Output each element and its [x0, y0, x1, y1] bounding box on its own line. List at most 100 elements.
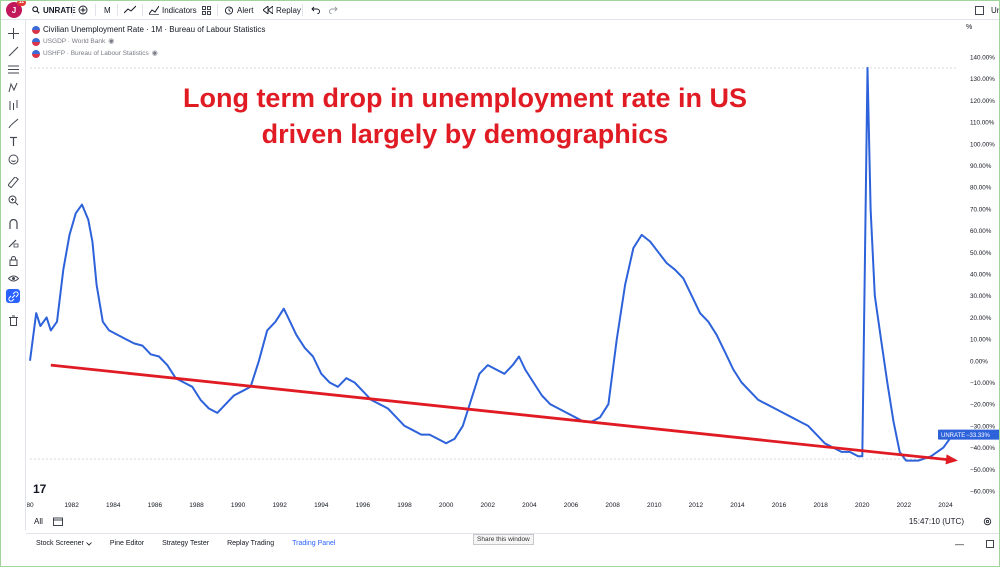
layout-button[interactable] [975, 0, 984, 20]
annotation-line-1: Long term drop in unemployment rate in U… [182, 83, 748, 113]
minimize-icon[interactable]: — [955, 538, 964, 549]
brush-icon [8, 118, 18, 128]
magnet-tool[interactable] [6, 217, 20, 231]
replay-label: Replay [276, 5, 301, 15]
tab-stock-screener[interactable]: Stock Screener [36, 540, 84, 547]
interval-button[interactable]: M [104, 0, 111, 20]
redo-icon [329, 6, 338, 14]
y-tick-label: −40.00% [970, 445, 995, 452]
prediction-tool[interactable] [6, 98, 20, 112]
y-tick-label: 130.00% [970, 76, 995, 83]
trend-arrow-head [945, 454, 958, 465]
y-tick-label: 110.00% [970, 120, 995, 127]
price-label-symbol: UNRATE [941, 433, 965, 439]
x-tick-label: 2000 [439, 502, 454, 509]
y-tick-label: 0.00% [970, 358, 988, 365]
hide-tool[interactable] [6, 271, 20, 285]
pattern-icon [8, 82, 17, 92]
range-all-button[interactable]: All [34, 516, 43, 526]
stay-drawing-tool[interactable] [6, 235, 20, 249]
notification-badge: 11 [16, 0, 26, 6]
emoji-tool[interactable] [6, 152, 20, 166]
x-tick-label: 2024 [938, 502, 953, 509]
zoom-tool[interactable] [6, 193, 20, 207]
remove-tool[interactable] [6, 313, 20, 327]
lock-tool[interactable] [6, 253, 20, 267]
trash-icon [8, 315, 18, 326]
maximize-icon[interactable] [986, 539, 994, 548]
text-icon [9, 136, 17, 146]
x-tick-label: 2002 [481, 502, 496, 509]
alert-button[interactable]: Alert [224, 0, 253, 20]
indicators-label: Indicators [162, 5, 197, 15]
replay-button[interactable]: Replay [263, 0, 301, 20]
fib-tool[interactable] [6, 62, 20, 76]
legend-row-main[interactable]: Civilian Unemployment Rate · 1M · Bureau… [32, 24, 265, 36]
x-tick-label: 80 [27, 502, 34, 509]
y-tick-label: 10.00% [970, 337, 992, 344]
x-tick-label: 1984 [106, 502, 121, 509]
crosshair-tool[interactable] [6, 26, 20, 40]
price-chart[interactable]: 140.00% 130.00% 120.00% 110.00% 100.00% 90.00… [27, 20, 1000, 513]
divider [95, 4, 96, 16]
text-tool[interactable] [6, 134, 20, 148]
undo-button[interactable] [311, 0, 320, 20]
y-tick-label: −50.00% [970, 467, 995, 474]
us-flag-icon [32, 50, 40, 58]
pencil-lock-icon [8, 239, 18, 247]
series-legend: Civilian Unemployment Rate · 1M · Bureau… [32, 24, 265, 60]
chart-type-button[interactable] [124, 0, 136, 20]
y-tick-label: 60.00% [970, 228, 992, 235]
x-tick-label: 1988 [189, 502, 204, 509]
horizontal-lines-icon [7, 65, 19, 73]
trend-line-tool[interactable] [6, 44, 20, 58]
zoom-in-icon [8, 195, 18, 205]
range-bar: All 15:47:10 (UTC) [27, 513, 1000, 529]
y-tick-label: −20.00% [970, 402, 995, 409]
settings-icon[interactable] [983, 517, 992, 526]
ruler-icon [7, 176, 19, 188]
layout-name[interactable]: Ur [991, 5, 1000, 15]
x-tick-label: 2014 [730, 502, 745, 509]
chart-annotation: Long term drop in unemployment rate in U… [140, 80, 790, 152]
indicators-button[interactable]: Indicators [149, 0, 197, 20]
templates-button[interactable] [202, 0, 211, 20]
pattern-tool[interactable] [6, 80, 20, 94]
x-tick-label: 2020 [855, 502, 870, 509]
utc-time[interactable]: 15:47:10 (UTC) [908, 516, 964, 526]
crosshair-icon [7, 27, 19, 39]
share-window-tooltip: Share this window [473, 534, 534, 545]
brush-tool[interactable] [6, 116, 20, 130]
price-label-value: −33.33% [966, 433, 991, 439]
chevron-down-icon[interactable] [86, 541, 92, 546]
tab-pine-editor[interactable]: Pine Editor [109, 540, 145, 547]
tab-trading-panel[interactable]: Trading Panel [292, 540, 336, 547]
annotation-line-2: driven largely by demographics [261, 119, 669, 149]
link-tool[interactable] [6, 289, 20, 303]
x-tick-label: 1998 [397, 502, 412, 509]
y-tick-label: 50.00% [970, 250, 992, 257]
eye-icon[interactable]: ◉ [108, 38, 115, 45]
calendar-icon[interactable] [52, 517, 63, 526]
y-tick-label: 30.00% [970, 293, 992, 300]
legend-row-compare[interactable]: USHFP · Bureau of Labour Statistics ◉ [32, 48, 265, 60]
x-tick-label: 2018 [813, 502, 828, 509]
plus-circle-icon [78, 5, 88, 15]
x-tick-label: 1986 [148, 502, 163, 509]
eye-icon[interactable]: ◉ [151, 50, 158, 57]
redo-button[interactable] [329, 0, 338, 20]
compare-button[interactable] [78, 0, 88, 20]
ruler-tool[interactable] [6, 175, 20, 189]
legend-row-compare[interactable]: USGDP · World Bank ◉ [32, 36, 265, 48]
bottom-panel-tabs: Stock Screener Pine Editor Strategy Test… [26, 533, 1000, 553]
user-avatar[interactable]: J 11 [6, 0, 26, 18]
square-icon [975, 5, 984, 15]
x-tick-label: 2012 [689, 502, 704, 509]
divider [117, 4, 118, 16]
undo-icon [311, 6, 320, 14]
symbol-search-button[interactable]: UNRATE [32, 0, 76, 20]
tab-replay-trading[interactable]: Replay Trading [227, 540, 275, 547]
axis-unit-label: % [966, 24, 973, 31]
divider [72, 4, 73, 16]
tab-strategy-tester[interactable]: Strategy Tester [162, 540, 210, 547]
